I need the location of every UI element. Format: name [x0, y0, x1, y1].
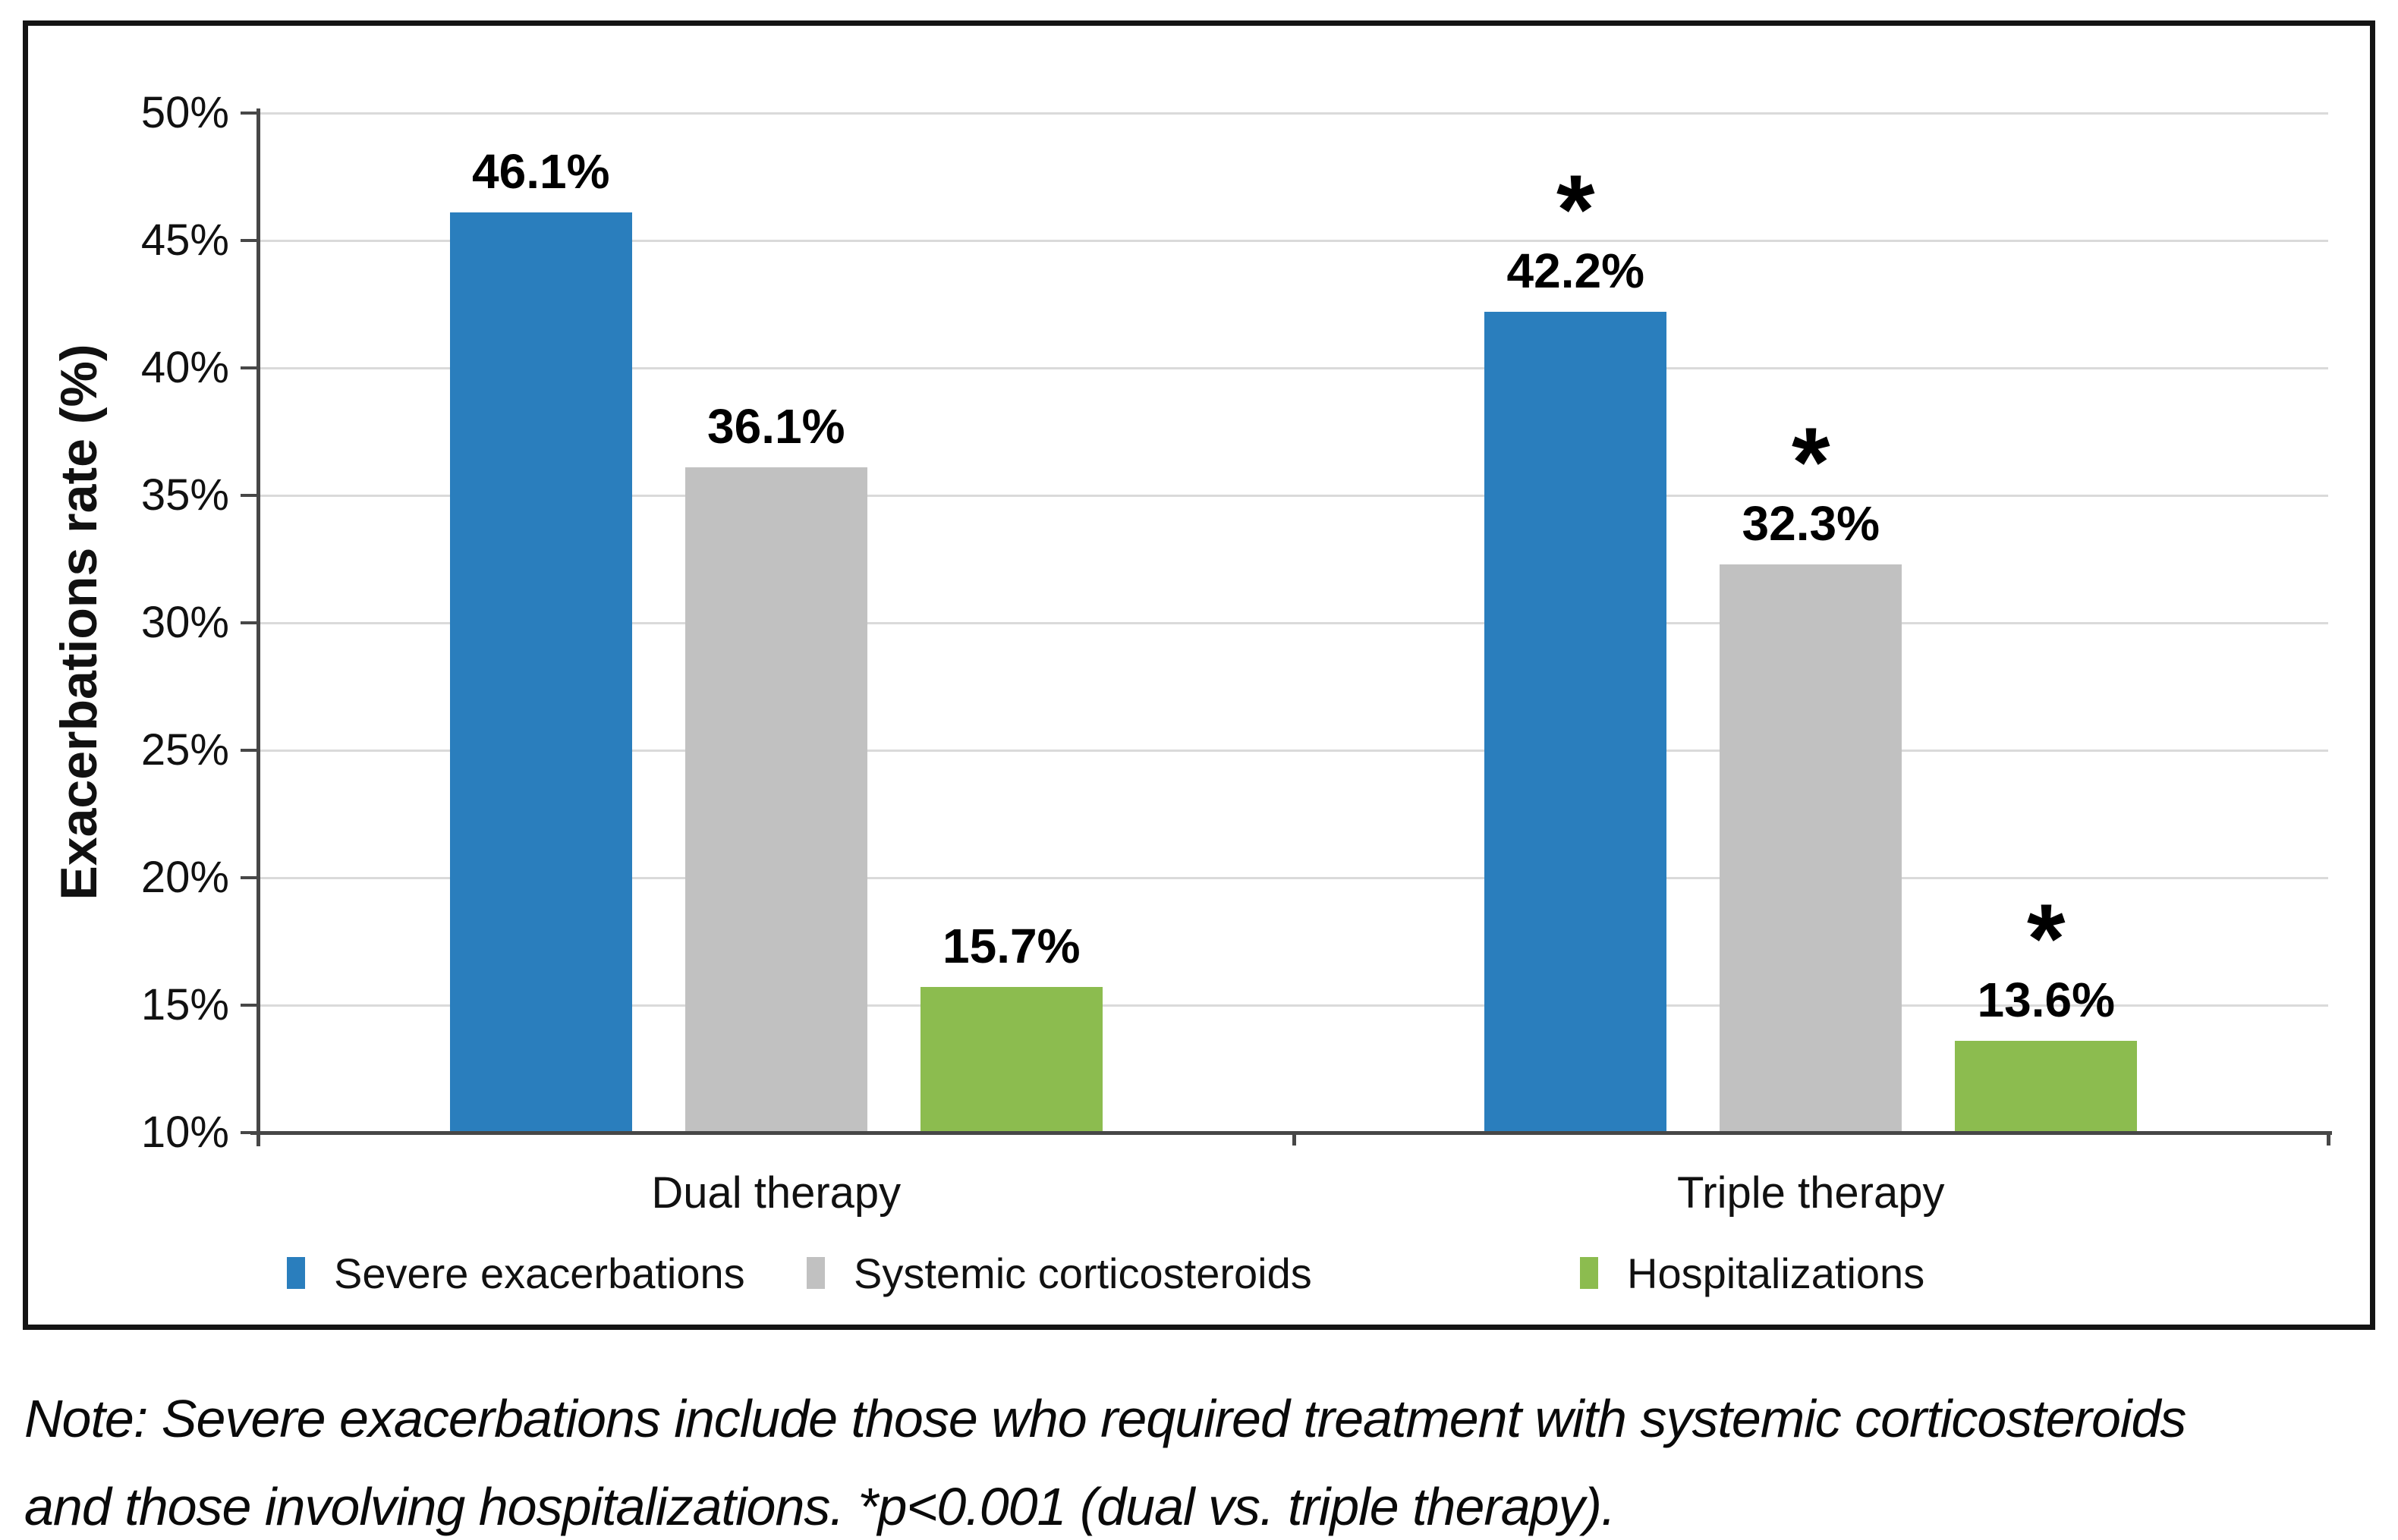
legend-item: Systemic corticosteroids — [807, 1248, 1312, 1298]
bar — [684, 467, 867, 1134]
y-axis-title: Exacerbations rate (%) — [50, 344, 108, 900]
y-tick-mark — [241, 749, 260, 752]
y-tick-label: 10% — [140, 1108, 229, 1157]
bar-value-label: 15.7% — [943, 919, 1081, 974]
y-tick-label: 30% — [140, 598, 229, 647]
y-tick-mark — [241, 494, 260, 497]
category-label: Triple therapy — [1677, 1168, 1945, 1218]
significance-asterisk: * — [2026, 883, 2066, 995]
legend-swatch-icon — [1580, 1257, 1598, 1289]
bar-value-label: 32.3% — [1742, 495, 1880, 551]
category-label: Dual therapy — [651, 1168, 902, 1218]
legend-swatch-icon — [807, 1257, 825, 1289]
significance-asterisk: * — [1791, 406, 1830, 517]
note-line-1: Note: Severe exacerbations include those… — [24, 1389, 2186, 1448]
gridline — [259, 495, 2328, 497]
gridline — [259, 1004, 2328, 1007]
bar — [1484, 312, 1667, 1134]
gridline — [259, 240, 2328, 242]
y-tick-label: 40% — [140, 343, 229, 392]
y-tick-mark — [241, 1004, 260, 1007]
y-axis-line — [256, 108, 260, 1146]
y-tick-label: 25% — [140, 725, 229, 775]
legend-label: Severe exacerbations — [334, 1249, 745, 1297]
bar — [920, 987, 1103, 1134]
gridline — [259, 112, 2328, 115]
bar-value-label: 13.6% — [1977, 973, 2115, 1028]
bar-value-label: 42.2% — [1506, 244, 1644, 299]
x-axis-tick — [2327, 1133, 2330, 1146]
gridline — [259, 622, 2328, 624]
y-tick-mark — [241, 112, 260, 115]
legend-swatch-icon — [287, 1257, 305, 1289]
gridline — [259, 877, 2328, 879]
y-tick-mark — [241, 876, 260, 879]
y-tick-mark — [241, 239, 260, 242]
y-tick-label: 15% — [140, 980, 229, 1029]
legend-item: Hospitalizations — [1580, 1248, 1924, 1298]
significance-asterisk: * — [1556, 154, 1595, 266]
y-tick-label: 45% — [140, 215, 229, 265]
bar-value-label: 36.1% — [707, 399, 845, 454]
y-tick-label: 20% — [140, 853, 229, 902]
legend-label: Systemic corticosteroids — [854, 1249, 1312, 1297]
x-axis-tick — [1292, 1133, 1296, 1146]
gridline — [259, 750, 2328, 752]
figure-note: Note: Severe exacerbations include those… — [24, 1375, 2384, 1540]
note-line-2: and those involving hospitalizations. *p… — [24, 1477, 1616, 1536]
legend-item: Severe exacerbations — [287, 1248, 745, 1298]
y-tick-label: 35% — [140, 470, 229, 520]
y-tick-mark — [241, 621, 260, 624]
bar — [1955, 1041, 2138, 1134]
bar — [449, 212, 632, 1134]
bar — [1720, 564, 1902, 1134]
y-tick-mark — [241, 366, 260, 369]
gridline — [259, 367, 2328, 369]
bar-value-label: 46.1% — [472, 144, 610, 200]
x-axis-line — [250, 1131, 2332, 1135]
legend-label: Hospitalizations — [1627, 1249, 1925, 1297]
y-tick-label: 50% — [140, 88, 229, 137]
